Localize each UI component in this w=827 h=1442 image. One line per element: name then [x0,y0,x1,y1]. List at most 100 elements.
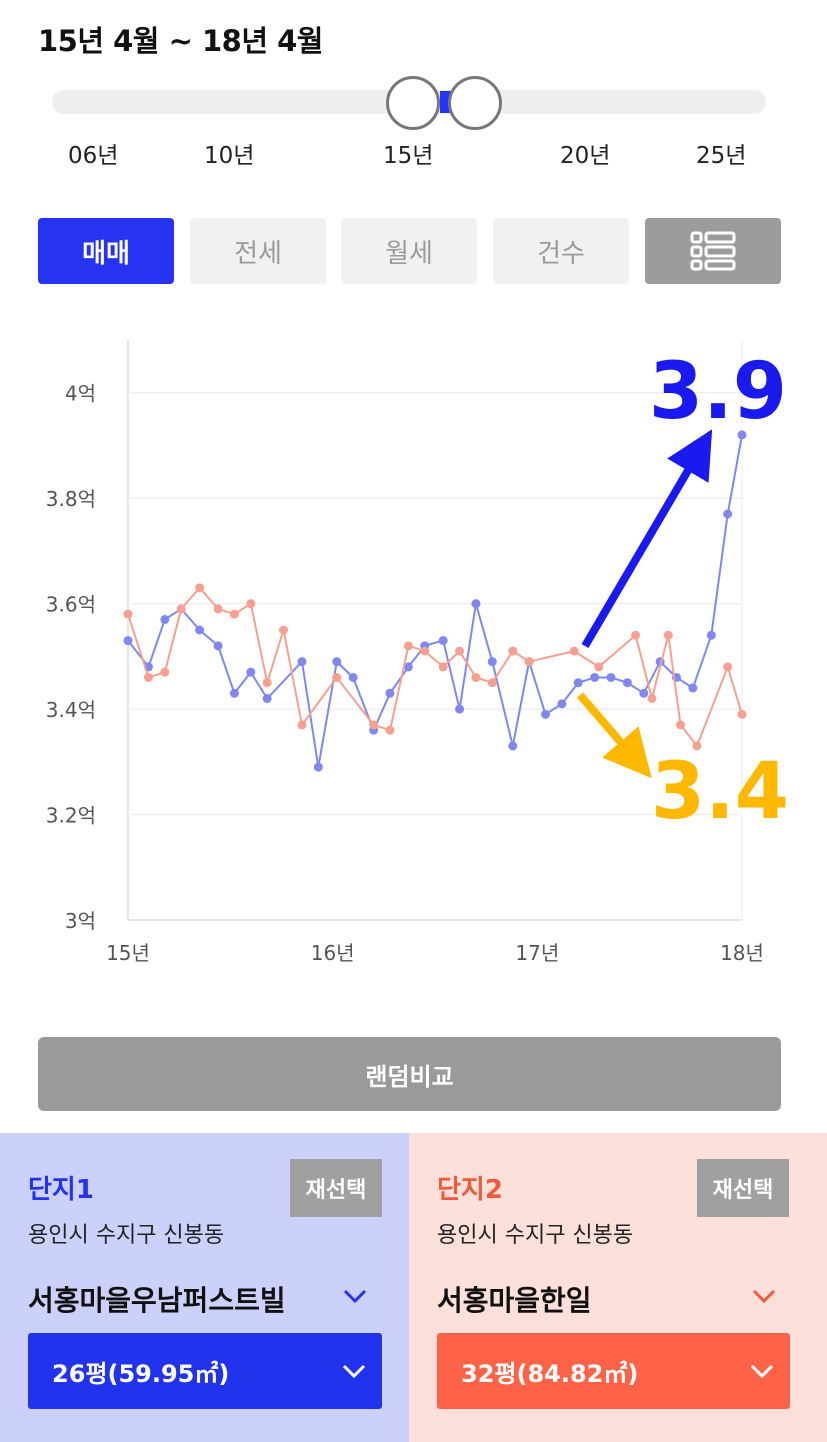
list-icon [690,231,736,271]
series-point-2 [508,646,518,656]
series-point-2 [385,725,395,735]
chevron-down-icon [750,1364,774,1379]
series-point-2 [403,641,413,651]
complex1-size-select[interactable]: 26평(59.95㎡) [28,1333,382,1409]
complex2-address: 용인시 수지구 신봉동 [437,1223,634,1248]
series-point-2 [143,672,153,682]
tab-monthly-rent[interactable]: 월세 [341,218,477,284]
series-point-2 [420,646,430,656]
tab-jeonse[interactable]: 전세 [190,218,326,284]
chevron-down-icon[interactable] [340,1281,370,1311]
slider-tick-label: 10년 [204,143,255,169]
series-point-2 [297,720,307,730]
series-point-2 [160,667,170,677]
series-point-2 [692,741,702,751]
series-point-1 [557,699,567,709]
random-compare-button[interactable]: 랜덤비교 [38,1037,781,1111]
series-point-1 [471,599,481,609]
series-point-1 [688,683,698,693]
series-point-1 [487,657,497,667]
series-point-2 [229,609,239,619]
series-point-2 [213,604,223,614]
series-point-1 [348,672,358,682]
series-point-2 [487,678,497,688]
series-point-1 [455,704,465,714]
range-end-handle[interactable] [448,76,502,130]
tab-count[interactable]: 건수 [493,218,629,284]
series-point-1 [723,509,733,519]
complex1-address: 용인시 수지구 신봉동 [28,1223,225,1248]
series-point-2 [246,599,256,609]
complex1-size-value: 26평(59.95㎡) [52,1359,230,1388]
series-point-2 [737,709,747,719]
list-view-button[interactable] [645,218,781,284]
y-tick-label: 3.2억 [46,804,96,828]
complex2-size-value: 32평(84.82㎡) [461,1359,639,1388]
series-point-2 [631,630,641,640]
series-point-1 [332,657,342,667]
series-point-2 [455,646,465,656]
series-point-2 [176,604,186,614]
series-point-2 [647,694,657,704]
series-line-1 [127,434,743,768]
y-tick-label: 3.6억 [46,593,96,617]
y-tick-label: 3.4억 [46,698,96,722]
x-tick-label: 16년 [311,941,355,965]
chart-series [123,430,747,772]
series-point-2 [123,609,133,619]
series-point-1 [438,636,448,646]
series-point-2 [332,672,342,682]
series-point-1 [385,688,395,698]
series-point-2 [438,662,448,672]
complex1-label: 단지1 [28,1175,94,1205]
chart-grid: 3억 3.2억 3.4억 3.6억 3.8억 4억 15년 16년 17년 18년 [46,340,764,965]
x-tick-label: 17년 [515,941,559,965]
complex1-panel: 단지1 재선택 용인시 수지구 신봉동 서홍마을우남퍼스트빌 26평(59.95… [0,1133,409,1442]
slider-tick-label: 20년 [560,143,611,169]
series-point-1 [313,762,323,772]
annotation-high: 3.9 [649,347,787,437]
y-tick-label: 4억 [65,382,96,406]
series-point-1 [213,641,223,651]
series-point-1 [123,636,133,646]
down-arrow-annotation [576,692,652,779]
series-point-1 [160,614,170,624]
complex2-reselect-button[interactable]: 재선택 [697,1159,789,1217]
complex1-name[interactable]: 서홍마을우남퍼스트빌 [28,1284,286,1317]
complex2-size-select[interactable]: 32평(84.82㎡) [437,1333,790,1409]
price-line-chart: 3억 3.2억 3.4억 3.6억 3.8억 4억 15년 16년 17년 18년 3.9 3.4 [46,340,789,965]
slider-tick-label: 15년 [383,143,434,169]
series-point-1 [541,709,551,719]
series-point-2 [279,625,289,635]
x-tick-label: 15년 [106,941,150,965]
series-point-2 [569,646,579,656]
complex2-panel: 단지2 재선택 용인시 수지구 신봉동 서홍마을한일 32평(84.82㎡) [409,1133,827,1442]
series-point-2 [369,720,379,730]
series-point-1 [737,430,747,440]
series-point-2 [723,662,733,672]
series-point-1 [195,625,205,635]
date-range-title: 15년 4월 ~ 18년 4월 [38,24,323,58]
series-point-1 [590,672,600,682]
chevron-down-icon[interactable] [749,1281,779,1311]
tab-sale[interactable]: 매매 [38,218,174,284]
series-point-2 [663,630,673,640]
range-start-handle[interactable] [386,76,440,130]
series-point-1 [573,678,583,688]
series-point-1 [622,678,632,688]
series-point-2 [524,657,534,667]
series-point-1 [297,657,307,667]
series-point-2 [262,678,272,688]
complex1-reselect-button[interactable]: 재선택 [290,1159,382,1217]
complex2-name[interactable]: 서홍마을한일 [437,1284,592,1317]
series-point-2 [594,662,604,672]
x-tick-label: 18년 [720,941,764,965]
series-point-1 [508,741,518,751]
series-point-1 [706,630,716,640]
slider-tick-label: 25년 [696,143,747,169]
y-tick-label: 3억 [65,909,96,933]
series-point-2 [471,672,481,682]
y-tick-label: 3.8억 [46,487,96,511]
series-point-1 [606,672,616,682]
slider-tick-label: 06년 [68,143,119,169]
